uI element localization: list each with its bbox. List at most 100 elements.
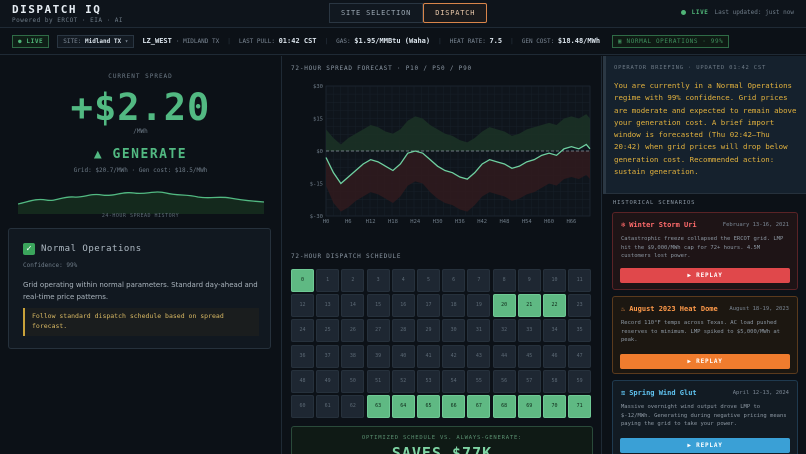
schedule-cell[interactable]: 51: [366, 369, 390, 393]
schedule-cell[interactable]: 40: [391, 344, 415, 368]
schedule-cell[interactable]: 33: [517, 319, 541, 343]
schedule-cell[interactable]: 35: [568, 319, 592, 343]
schedule-cell[interactable]: 55: [467, 369, 491, 393]
schedule-cell[interactable]: 24: [291, 319, 314, 343]
schedule-cell-generate[interactable]: 70: [543, 395, 566, 418]
schedule-cell[interactable]: 47: [568, 344, 592, 368]
schedule-cell[interactable]: 15: [366, 294, 390, 318]
schedule-cell[interactable]: 2: [341, 269, 365, 292]
divider: |: [227, 37, 231, 45]
schedule-cell[interactable]: 1: [316, 269, 340, 292]
schedule-cell-generate[interactable]: 66: [442, 395, 466, 418]
schedule-cell-generate[interactable]: 68: [492, 395, 516, 418]
scrollbar[interactable]: [603, 56, 606, 194]
schedule-cell[interactable]: 59: [568, 369, 592, 393]
schedule-cell[interactable]: 4: [391, 269, 415, 292]
schedule-cell-generate[interactable]: 64: [391, 395, 415, 418]
schedule-cell[interactable]: 10: [543, 269, 566, 292]
schedule-cell[interactable]: 25: [316, 319, 340, 343]
tab-dispatch[interactable]: DISPATCH: [423, 3, 488, 23]
schedule-cell[interactable]: 11: [568, 269, 592, 292]
schedule-cell[interactable]: 54: [442, 369, 466, 393]
tab-site-selection[interactable]: SITE SELECTION: [329, 3, 424, 23]
x-tick-label: H0: [323, 219, 330, 225]
schedule-cell[interactable]: 16: [391, 294, 415, 318]
schedule-cell[interactable]: 26: [341, 319, 365, 343]
schedule-cell[interactable]: 45: [517, 344, 541, 368]
schedule-cell[interactable]: 29: [417, 319, 440, 343]
schedule-cell[interactable]: 6: [442, 269, 466, 292]
ops-status-badge: ▣ NORMAL OPERATIONS · 99%: [612, 34, 730, 48]
schedule-cell[interactable]: 61: [316, 395, 340, 418]
schedule-cell[interactable]: 43: [467, 344, 491, 368]
schedule-cell[interactable]: 7: [467, 269, 491, 292]
replay-button[interactable]: ▶ REPLAY: [620, 354, 790, 369]
schedule-cell[interactable]: 46: [543, 344, 566, 368]
divider: |: [324, 37, 329, 45]
schedule-cell[interactable]: 37: [316, 344, 340, 368]
x-tick-label: H24: [410, 219, 421, 225]
briefing-panel: OPERATOR BRIEFING · UPDATED 01:42 CST Yo…: [603, 56, 806, 454]
schedule-cell[interactable]: 58: [543, 369, 566, 393]
live-badge: ● LIVE: [12, 34, 50, 48]
schedule-cell[interactable]: 3: [366, 269, 390, 292]
schedule-cell[interactable]: 14: [341, 294, 365, 318]
operator-briefing: OPERATOR BRIEFING · UPDATED 01:42 CST Yo…: [603, 56, 806, 194]
schedule-cell[interactable]: 57: [517, 369, 541, 393]
schedule-cell[interactable]: 53: [417, 369, 440, 393]
schedule-cell[interactable]: 48: [291, 369, 314, 393]
node-id: LZ_WEST: [142, 37, 172, 45]
y-tick-label: $15: [313, 117, 323, 123]
schedule-cell-generate[interactable]: 69: [517, 395, 541, 418]
schedule-cell[interactable]: 62: [341, 395, 365, 418]
scenario-card: ≋ Spring Wind Glut April 12-13, 2024 Massiv…: [612, 380, 798, 454]
schedule-cell[interactable]: 28: [391, 319, 415, 343]
schedule-cell[interactable]: 41: [417, 344, 440, 368]
p90-band: [326, 114, 590, 151]
schedule-cell[interactable]: 23: [568, 294, 592, 318]
schedule-cell[interactable]: 30: [442, 319, 466, 343]
replay-button[interactable]: ▶ REPLAY: [620, 438, 790, 453]
schedule-cell[interactable]: 31: [467, 319, 491, 343]
schedule-cell[interactable]: 60: [291, 395, 314, 418]
spread-unit: /MWh: [133, 128, 148, 135]
brand: DISPATCH IQ Powered by ERCOT · EIA · AI: [12, 3, 123, 24]
savings-card: OPTIMIZED SCHEDULE VS. ALWAYS-GENERATE: …: [291, 426, 593, 454]
schedule-cell[interactable]: 38: [341, 344, 365, 368]
site-selector[interactable]: SITE: Midland TX ▾: [57, 34, 135, 48]
savings-label: OPTIMIZED SCHEDULE VS. ALWAYS-GENERATE:: [361, 435, 523, 441]
replay-button[interactable]: ▶ REPLAY: [620, 268, 790, 283]
schedule-cell[interactable]: 9: [517, 269, 541, 292]
schedule-cell-generate[interactable]: 20: [492, 294, 516, 318]
schedule-cell[interactable]: 56: [492, 369, 516, 393]
schedule-cell-generate[interactable]: 21: [517, 294, 541, 318]
schedule-cell-generate[interactable]: 0: [291, 269, 314, 292]
schedule-cell[interactable]: 52: [391, 369, 415, 393]
schedule-cell[interactable]: 13: [316, 294, 340, 318]
schedule-cell[interactable]: 27: [366, 319, 390, 343]
gas-price: GAS: $1.95/MMBtu (Waha): [336, 37, 431, 45]
schedule-cell[interactable]: 8: [492, 269, 516, 292]
schedule-cell-generate[interactable]: 67: [467, 395, 491, 418]
schedule-cell-generate[interactable]: 22: [543, 294, 566, 318]
schedule-cell[interactable]: 44: [492, 344, 516, 368]
schedule-cell[interactable]: 18: [442, 294, 466, 318]
schedule-cell[interactable]: 34: [543, 319, 566, 343]
schedule-cell[interactable]: 12: [291, 294, 314, 318]
schedule-cell[interactable]: 42: [442, 344, 466, 368]
spread-panel: CURRENT SPREAD +$2.20 /MWh ▲ GENERATE Gr…: [0, 56, 281, 454]
schedule-cell[interactable]: 39: [366, 344, 390, 368]
schedule-cell[interactable]: 36: [291, 344, 314, 368]
wind-icon: ≋: [621, 389, 626, 397]
scenario-date: August 18-19, 2023: [729, 306, 789, 312]
y-tick-label: $-30: [310, 214, 323, 220]
schedule-cell[interactable]: 49: [316, 369, 340, 393]
schedule-cell[interactable]: 5: [417, 269, 440, 292]
schedule-cell-generate[interactable]: 63: [366, 395, 390, 418]
schedule-cell[interactable]: 17: [417, 294, 440, 318]
schedule-cell[interactable]: 50: [341, 369, 365, 393]
schedule-cell-generate[interactable]: 71: [568, 395, 592, 418]
schedule-cell[interactable]: 19: [467, 294, 491, 318]
schedule-cell[interactable]: 32: [492, 319, 516, 343]
schedule-cell-generate[interactable]: 65: [417, 395, 440, 418]
